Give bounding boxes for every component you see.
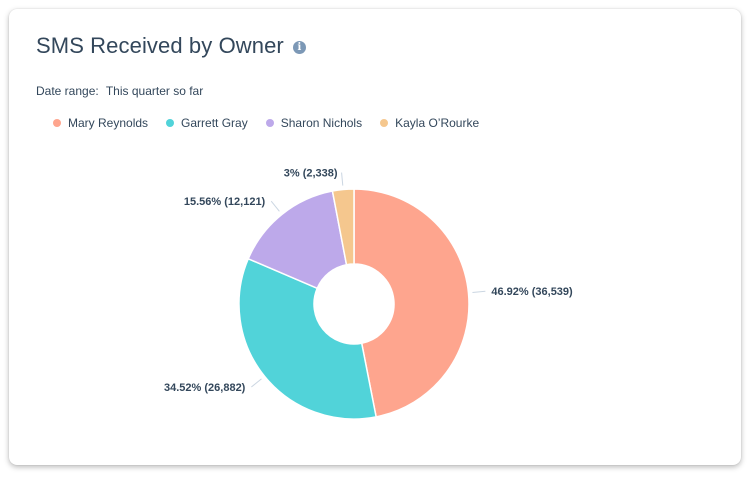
legend-item-mary-reynolds[interactable]: Mary Reynolds — [53, 116, 148, 130]
legend-label: Kayla O’Rourke — [395, 116, 480, 130]
slice-mary-reynolds[interactable] — [353, 188, 470, 418]
legend-swatch — [380, 119, 389, 127]
legend-swatch — [265, 119, 274, 127]
leader-line — [270, 200, 280, 212]
slice-labels-group: 46.92% (36,539) 34.52% (26,882) 15.56% (12… — [164, 168, 573, 394]
slice-label: 15.56% (12,121) — [184, 196, 266, 208]
slice-label: 46.92% (36,539) — [491, 286, 573, 298]
leader-line — [472, 290, 486, 293]
slices-group — [238, 188, 470, 420]
info-icon[interactable]: i — [292, 41, 306, 54]
legend-swatch — [166, 119, 175, 127]
chart-title: SMS Received by Owner — [36, 33, 284, 58]
legend-item-kayla-orourke[interactable]: Kayla O’Rourke — [380, 116, 479, 130]
legend-swatch — [53, 119, 61, 127]
legend-label: Mary Reynolds — [68, 116, 149, 130]
date-range-value: This quarter so far — [105, 84, 204, 98]
leader-line — [341, 172, 344, 186]
legend-label: Sharon Nichols — [280, 116, 363, 130]
slice-label: 34.52% (26,882) — [164, 382, 246, 394]
slice-garrett-gray[interactable] — [238, 257, 378, 420]
slice-sharon-nichols[interactable] — [247, 190, 348, 290]
legend-item-garrett-gray[interactable]: Garrett Gray — [166, 116, 248, 130]
legend: Mary Reynolds Garrett Gray Sharon Nichol… — [53, 116, 497, 130]
leader-line — [251, 378, 262, 388]
legend-item-sharon-nichols[interactable]: Sharon Nichols — [265, 116, 363, 130]
title-row: SMS Received by Owner i — [36, 33, 306, 59]
date-range: Date range: This quarter so far — [36, 84, 203, 98]
slice-label: 3% (2,338) — [284, 168, 338, 180]
leader-lines-group — [251, 172, 486, 388]
date-range-label: Date range: — [36, 84, 99, 98]
legend-label: Garrett Gray — [181, 116, 248, 130]
slice-kayla-o-rourke[interactable] — [331, 188, 355, 266]
